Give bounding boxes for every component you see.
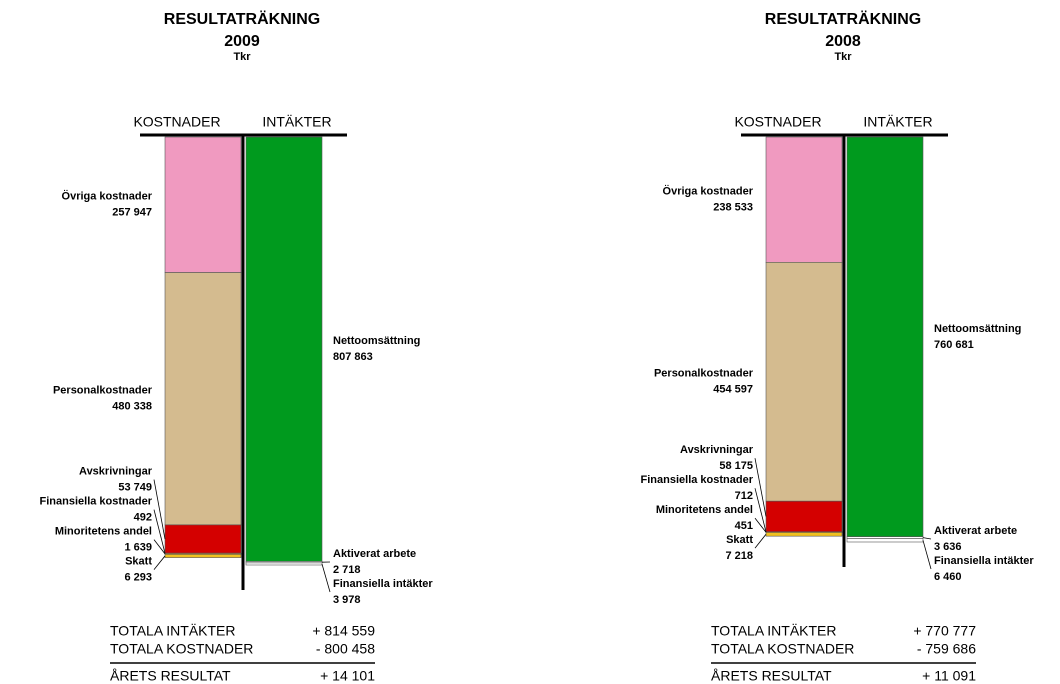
column-header: KOSTNADER (133, 114, 220, 130)
segment-label: Skatt (125, 555, 152, 567)
total-value: + 11 091 (922, 668, 976, 684)
segment-value: 6 460 (934, 571, 962, 583)
segment-value: 451 (735, 520, 753, 532)
leader-line (922, 537, 932, 540)
chart-subtitle: 2009 (224, 33, 260, 50)
segment-label: Finansiella intäkter (333, 578, 433, 590)
leader-line (153, 479, 166, 540)
segment-label: Finansiella kostnader (40, 495, 153, 507)
total-value: + 814 559 (312, 623, 375, 639)
leader-line (754, 534, 767, 549)
leader-line (153, 555, 166, 570)
segment (765, 262, 843, 502)
segment (846, 136, 924, 537)
segment (164, 272, 242, 526)
total-label: TOTALA INTÄKTER (711, 623, 837, 639)
chart-subtitle: 2008 (825, 33, 861, 50)
segment-value: 3 978 (333, 594, 361, 606)
segment-label: Nettoomsättning (333, 335, 420, 347)
segment (164, 553, 242, 558)
segment-value: 807 863 (333, 351, 373, 363)
segment (765, 136, 843, 263)
segment-value: 454 597 (713, 384, 753, 396)
segment-value: 3 636 (934, 541, 962, 553)
leader-line (153, 539, 166, 555)
segment (164, 524, 242, 554)
chart-title: RESULTATRÄKNING (164, 10, 320, 28)
segment-value: 492 (134, 511, 152, 523)
segment-label: Övriga kostnader (62, 190, 153, 203)
column-header: INTÄKTER (863, 114, 932, 130)
segment-value: 480 338 (112, 401, 152, 413)
segment-label: Minoritetens andel (656, 504, 753, 516)
total-label: TOTALA INTÄKTER (110, 623, 236, 639)
leader-line (754, 458, 767, 517)
segment-label: Finansiella kostnader (641, 474, 754, 486)
segment-label: Aktiverat arbete (333, 548, 416, 560)
segment (846, 538, 924, 543)
total-value: - 800 458 (316, 641, 375, 657)
segment (765, 500, 843, 533)
segment-label: Skatt (726, 534, 753, 546)
unit-label: Tkr (834, 51, 852, 63)
segment-label: Aktiverat arbete (934, 525, 1017, 537)
segment-label: Minoritetens andel (55, 525, 152, 537)
leader-line (321, 563, 331, 593)
total-value: + 770 777 (913, 623, 976, 639)
chart-title: RESULTATRÄKNING (765, 10, 921, 28)
unit-label: Tkr (233, 51, 251, 63)
segment-value: 257 947 (112, 207, 152, 219)
segment-value: 7 218 (725, 550, 753, 562)
segment-label: Övriga kostnader (663, 185, 754, 198)
segment-value: 712 (735, 490, 753, 502)
segment-label: Finansiella intäkter (934, 555, 1034, 567)
leader-line (754, 517, 767, 533)
total-value: + 14 101 (320, 668, 375, 684)
segment-label: Nettoomsättning (934, 323, 1021, 335)
total-label: TOTALA KOSTNADER (110, 641, 253, 657)
column-header: KOSTNADER (734, 114, 821, 130)
segment (245, 562, 323, 566)
total-value: - 759 686 (917, 641, 976, 657)
segment-value: 1 639 (124, 541, 152, 553)
segment-label: Avskrivningar (79, 465, 153, 477)
leader-line (153, 509, 166, 554)
leader-line (922, 540, 932, 570)
segment-value: 760 681 (934, 339, 974, 351)
segment-value: 58 175 (719, 460, 753, 472)
segment (245, 136, 323, 562)
segment-label: Personalkostnader (654, 368, 754, 380)
segment-value: 6 293 (124, 571, 152, 583)
leader-line (754, 488, 767, 533)
segment-label: Personalkostnader (53, 385, 153, 397)
segment-value: 2 718 (333, 564, 361, 576)
column-header: INTÄKTER (262, 114, 331, 130)
segment-label: Avskrivningar (680, 444, 754, 456)
segment-value: 238 533 (713, 202, 753, 214)
segment-value: 53 749 (118, 481, 152, 493)
total-label: ÅRETS RESULTAT (110, 668, 231, 684)
total-label: TOTALA KOSTNADER (711, 641, 854, 657)
segment (765, 532, 843, 537)
segment (164, 136, 242, 273)
total-label: ÅRETS RESULTAT (711, 668, 832, 684)
